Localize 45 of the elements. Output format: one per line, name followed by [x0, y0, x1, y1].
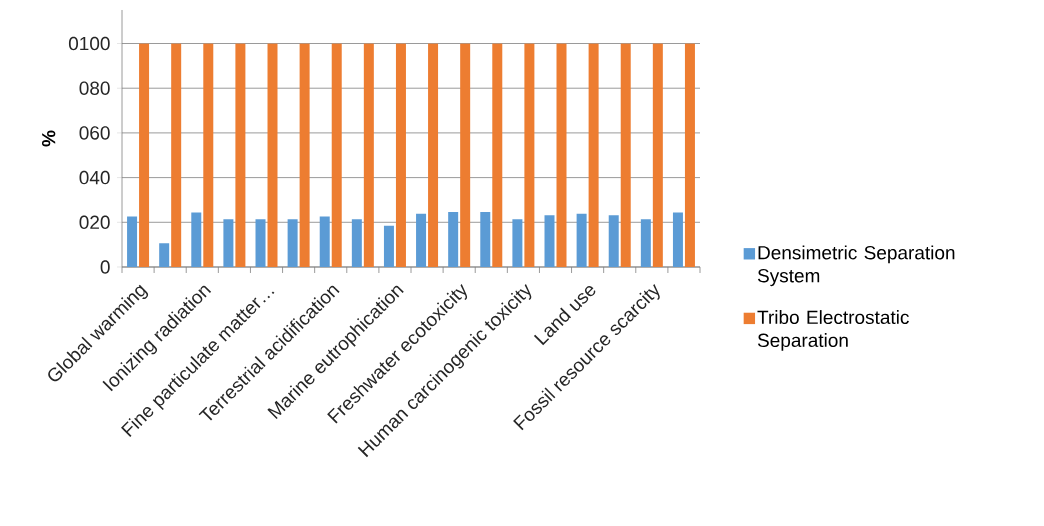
bar	[460, 43, 471, 267]
bar	[416, 213, 427, 267]
bar	[684, 43, 695, 267]
bar	[287, 219, 298, 267]
bar	[448, 212, 459, 267]
y-tick-label: 0	[100, 260, 110, 274]
bar	[171, 43, 182, 267]
bar	[652, 43, 663, 267]
bar	[351, 219, 362, 267]
bar	[319, 216, 330, 267]
bar	[512, 219, 523, 267]
bar	[191, 212, 202, 267]
bar	[203, 43, 214, 267]
bar	[223, 219, 234, 267]
bar	[127, 216, 138, 267]
bar	[267, 43, 278, 267]
bar	[331, 43, 342, 267]
bar	[428, 43, 439, 267]
bar	[576, 213, 587, 267]
bar	[524, 43, 535, 267]
bar	[544, 215, 555, 267]
bar	[672, 212, 683, 267]
bar	[620, 43, 631, 267]
bar	[608, 215, 619, 267]
bar	[299, 43, 310, 267]
y-tick-label: 020	[79, 215, 110, 230]
bar	[235, 43, 246, 267]
bar	[395, 43, 406, 267]
bar	[556, 43, 567, 267]
y-tick-label: 0100	[68, 36, 110, 51]
y-tick-label: 040	[79, 170, 110, 185]
y-tick-label: 060	[79, 126, 110, 140]
bar	[139, 43, 150, 267]
bar	[255, 219, 266, 267]
legend-label: Tribo Electrostatic Separation	[757, 310, 909, 351]
bar	[640, 219, 651, 267]
legend-label: Densimetric Separation System	[757, 245, 955, 287]
y-tick-label: 080	[79, 81, 110, 95]
bar	[492, 43, 503, 267]
bar	[588, 43, 599, 267]
bar	[480, 212, 491, 267]
bar	[383, 225, 394, 267]
bar	[159, 243, 170, 267]
bar	[363, 43, 374, 267]
y-axis-title: %	[41, 130, 56, 147]
